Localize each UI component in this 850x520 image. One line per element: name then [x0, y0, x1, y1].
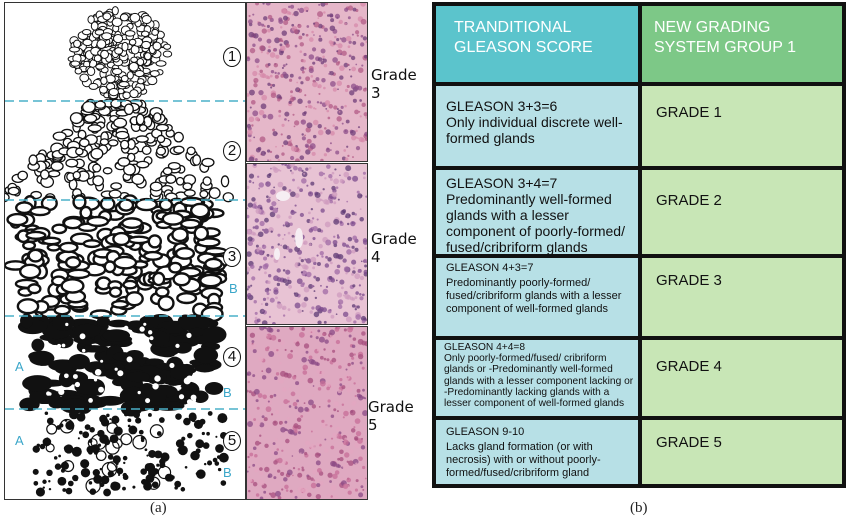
grading-table: TRANDITIONAL GLEASON SCORE NEW GRADING S…: [432, 2, 846, 488]
table-row-2-grade: GRADE 2: [642, 170, 842, 254]
grade-group: GRADE 1: [656, 104, 722, 121]
pattern-number-2: 2: [223, 141, 241, 161]
table-row-4-score: GLEASON 4+4=8 Only poorly-formed/fused/ …: [436, 340, 638, 416]
table-row-3-score: GLEASON 4+3=7 Predominantly poorly-forme…: [436, 258, 638, 336]
pattern-number-3: 3: [223, 247, 241, 267]
histology-image-grade-5: [246, 326, 368, 500]
gleason-description: Predominantly well-formed glands with a …: [446, 191, 625, 254]
pattern-number-1: 1: [223, 47, 241, 67]
gland-drawing: [5, 6, 245, 497]
table-row-3-grade: GRADE 3: [642, 258, 842, 336]
zone-letter-b: B: [223, 385, 232, 400]
gleason-pattern-diagram: 1 2 3 4 5 B A B A B: [4, 2, 246, 500]
gleason-description: Lacks gland formation (or with necrosis)…: [446, 441, 601, 479]
table-row-1-score: GLEASON 3+3=6 Only individual discrete w…: [436, 86, 638, 166]
zone-letter-b: B: [229, 281, 238, 296]
header-right-text: NEW GRADING SYSTEM GROUP 1: [654, 19, 796, 56]
grade-group: GRADE 2: [656, 192, 722, 209]
grade-label-4: Grade 4: [371, 230, 417, 266]
gleason-score: GLEASON 4+4=8: [444, 342, 525, 353]
pattern-number-5: 5: [223, 431, 241, 451]
panel-a: 1 2 3 4 5 B A B A B Grade 3 Grade 4 Grad…: [0, 0, 417, 500]
pattern-number-4: 4: [223, 347, 241, 367]
grade-label-3: Grade 3: [371, 66, 417, 102]
gleason-score: GLEASON 4+3=7: [446, 262, 534, 274]
histology-image-grade-3: [246, 2, 368, 162]
gleason-description: Only individual discrete well-formed gla…: [446, 114, 623, 146]
zone-letter-a: A: [15, 433, 24, 448]
grade-group: GRADE 3: [656, 272, 722, 289]
caption-a: (a): [150, 500, 167, 516]
histology-image-grade-4: [246, 163, 368, 325]
table-row-5-grade: GRADE 5: [642, 420, 842, 484]
gleason-description: Predominantly poorly-formed/ fused/cribr…: [446, 277, 622, 315]
grade-label-5: Grade 5: [368, 398, 414, 434]
gleason-score: GLEASON 3+3=6: [446, 98, 558, 114]
gleason-score: GLEASON 3+4=7: [446, 175, 558, 191]
zone-letter-b: B: [223, 465, 232, 480]
table-row-5-score: GLEASON 9-10 Lacks gland formation (or w…: [436, 420, 638, 484]
header-new-grading: NEW GRADING SYSTEM GROUP 1: [642, 6, 842, 82]
grade-group: GRADE 4: [656, 358, 722, 375]
zone-letter-a: A: [15, 359, 24, 374]
grade-group: GRADE 5: [656, 434, 722, 451]
table-row-1-grade: GRADE 1: [642, 86, 842, 166]
header-left-text: TRANDITIONAL GLEASON SCORE: [454, 19, 593, 56]
table-row-4-grade: GRADE 4: [642, 340, 842, 416]
caption-b: (b): [630, 500, 648, 516]
gleason-description: Only poorly-formed/fused/ cribriform gla…: [444, 353, 634, 410]
gleason-score: GLEASON 9-10: [446, 426, 525, 438]
table-row-2-score: GLEASON 3+4=7 Predominantly well-formed …: [436, 170, 638, 254]
header-traditional-gleason: TRANDITIONAL GLEASON SCORE: [436, 6, 638, 82]
